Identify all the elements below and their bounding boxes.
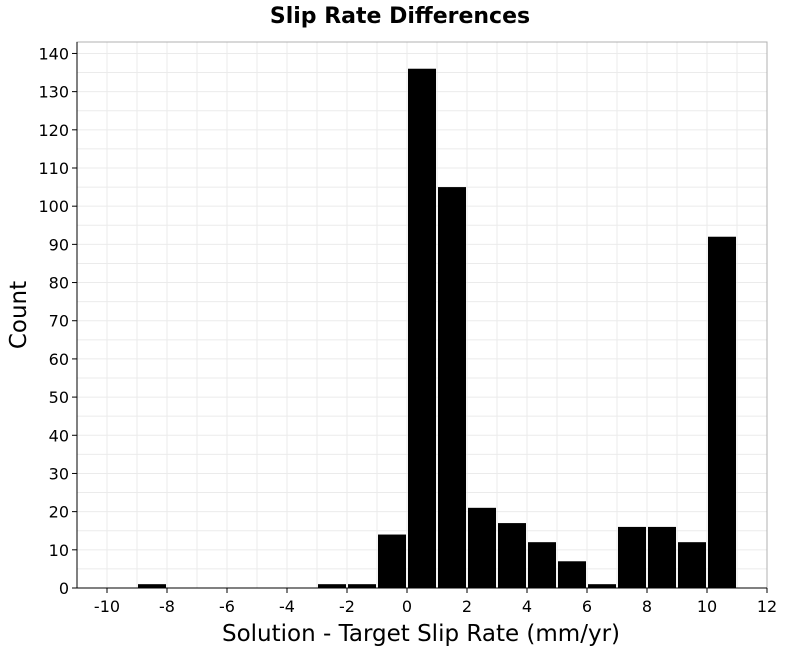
y-tick-label: 30: [49, 464, 69, 483]
histogram-bar: [138, 584, 166, 588]
histogram-bar: [498, 523, 526, 588]
y-tick-labels: 0 10 20 30 40 50 60 70 80 90 100 110 120 130 140: [38, 44, 77, 598]
x-tick-label: 2: [462, 597, 472, 616]
x-axis-label: Solution - Target Slip Rate (mm/yr): [222, 621, 620, 647]
histogram-bar: [678, 542, 706, 588]
axes: [76, 42, 767, 589]
x-tick-label: 12: [757, 597, 777, 616]
x-tick-label: -6: [219, 597, 235, 616]
y-axis-label: Count: [6, 281, 32, 349]
x-tick-label: 10: [697, 597, 717, 616]
y-tick-label: 40: [49, 426, 69, 445]
y-tick-label: 60: [49, 350, 69, 369]
y-tick-label: 90: [49, 235, 69, 254]
y-tick-label: 80: [49, 274, 69, 293]
x-tick-label: -10: [94, 597, 120, 616]
histogram-bar: [588, 584, 616, 588]
bars: [138, 68, 736, 588]
histogram-bar: [348, 584, 376, 588]
histogram-bar: [318, 584, 346, 588]
histogram-bar: [708, 236, 736, 588]
histogram-bar: [618, 526, 646, 588]
y-tick-label: 130: [38, 83, 69, 102]
y-tick-label: 120: [38, 121, 69, 140]
y-tick-label: 10: [49, 541, 69, 560]
histogram-bar: [468, 507, 496, 588]
y-tick-label: 20: [49, 503, 69, 522]
x-tick-label: -4: [279, 597, 295, 616]
y-tick-label: 50: [49, 388, 69, 407]
x-tick-label: 6: [582, 597, 592, 616]
x-tick-label: 8: [642, 597, 652, 616]
x-tick-label: 0: [402, 597, 412, 616]
histogram-bar: [648, 526, 676, 588]
x-tick-label: -2: [339, 597, 355, 616]
histogram-bar: [438, 187, 466, 588]
histogram-bar: [558, 561, 586, 588]
y-tick-label: 0: [59, 579, 69, 598]
x-tick-labels: -10 -8 -6 -4 -2 0 2 4 6 8 10 12: [94, 588, 777, 616]
x-tick-label: -8: [159, 597, 175, 616]
x-tick-label: 4: [522, 597, 532, 616]
histogram-bar: [408, 68, 436, 588]
histogram-bar: [378, 534, 406, 588]
y-tick-label: 70: [49, 312, 69, 331]
histogram-bar: [528, 542, 556, 588]
y-tick-label: 100: [38, 197, 69, 216]
chart-title: Slip Rate Differences: [270, 4, 530, 29]
y-tick-label: 140: [38, 44, 69, 63]
y-tick-label: 110: [38, 159, 69, 178]
